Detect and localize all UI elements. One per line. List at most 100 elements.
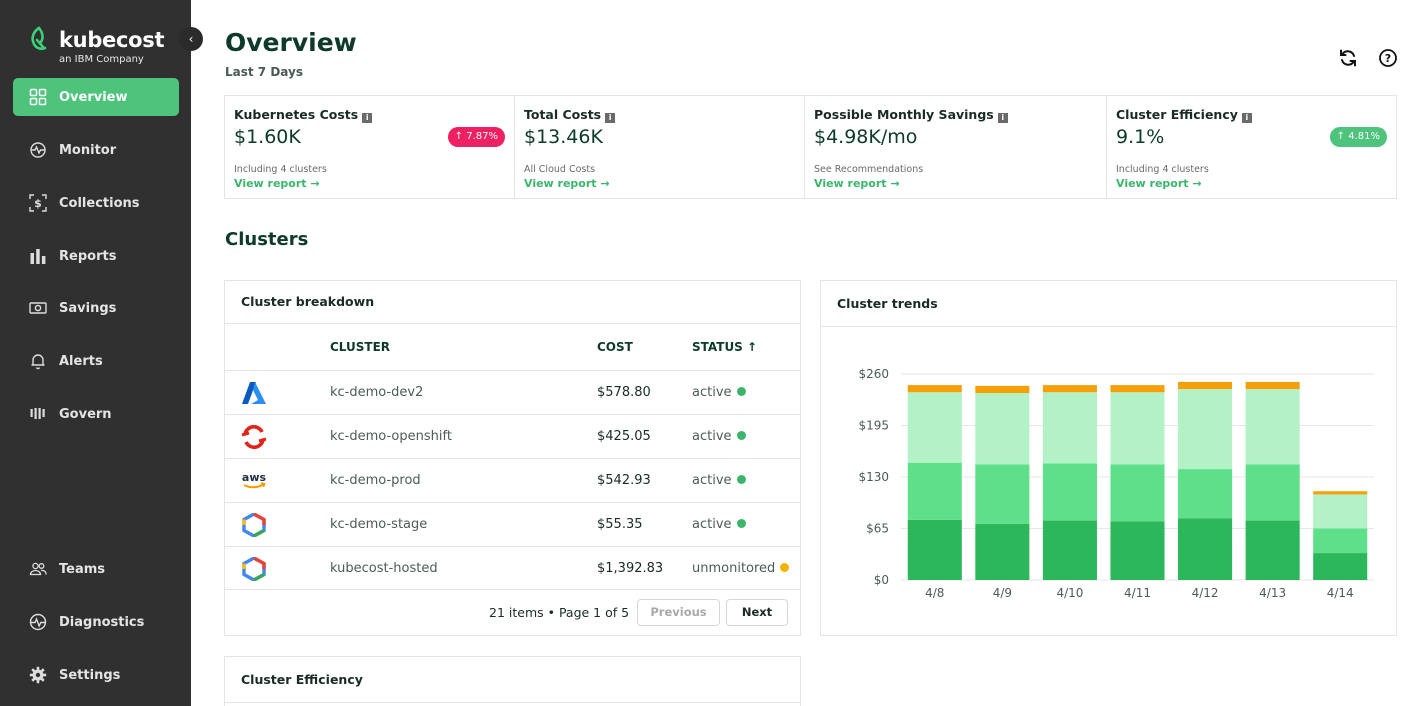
panel-title: Cluster breakdown [241,294,375,309]
status-dot [736,519,746,528]
nav-item-govern[interactable]: Govern [13,395,179,433]
cluster-name[interactable]: kubecost-hosted [330,561,438,576]
cluster-name[interactable]: kc-demo-stage [330,517,428,532]
date-range-label: Last 7 Days [225,65,303,79]
collapse-sidebar-button[interactable]: ‹ [179,27,203,51]
kpi-card-monthly-savings[interactable]: Possible Monthly Savings i $4.98K/mo See … [805,96,1107,198]
divider [225,323,800,324]
svg-text:$: $ [34,197,42,210]
kpi-card-cluster-efficiency[interactable]: Cluster Efficiency i 9.1% ↑ 4.81% Includi… [1107,96,1396,198]
bar-segment[interactable] [975,385,1030,394]
nav-item-overview[interactable]: Overview [13,78,179,116]
bar-segment[interactable] [1245,389,1300,465]
table-row[interactable]: kc-demo-stage $55.35 active [225,502,800,546]
bar-segment[interactable] [975,464,1030,524]
kpi-note: See Recommendations [814,164,924,175]
x-tick-label: 4/12 [1192,586,1219,600]
nav-label: Savings [59,300,117,316]
bar-segment[interactable] [975,393,1030,465]
table-row[interactable]: kubecost-hosted $1,392.83 unmonitored [225,546,800,590]
bar-segment[interactable] [907,385,962,393]
info-icon[interactable]: i [1241,113,1252,123]
bar-segment[interactable] [1178,389,1233,470]
monitor-icon [28,140,48,160]
kpi-note: Including 4 clusters [1116,164,1209,175]
bar-chart-icon [28,246,48,266]
panel-title: Cluster Efficiency [241,672,363,687]
help-icon[interactable]: ? [1378,48,1398,68]
bar-segment[interactable] [1110,392,1165,465]
bar-segment[interactable] [1042,385,1097,393]
status-dot [736,431,746,440]
y-tick-label: $130 [858,470,889,484]
bar-segment[interactable] [1313,528,1368,554]
column-header-cluster[interactable]: CLUSTER [330,340,391,354]
cluster-name[interactable]: kc-demo-dev2 [330,385,424,400]
bar-segment[interactable] [1110,464,1165,522]
bar-segment[interactable] [1313,491,1368,495]
nav-label: Teams [59,561,106,577]
nav-label: Diagnostics [59,614,145,630]
nav-label: Reports [59,248,117,264]
bar-segment[interactable] [1042,520,1097,580]
bar-segment[interactable] [975,523,1030,580]
kpi-card-kubernetes-costs[interactable]: Kubernetes Costs i $1.60K ↑ 7.87% Includi… [225,96,515,198]
info-icon[interactable]: i [997,113,1008,123]
nav-item-monitor[interactable]: Monitor [13,131,179,169]
nav-item-collections[interactable]: $ Collections [13,184,179,222]
table-row[interactable]: kc-demo-dev2 $578.80 active [225,370,800,414]
bar-segment[interactable] [1110,521,1165,580]
view-report-link[interactable]: View report → [1116,177,1202,190]
pagination-info: 21 items • Page 1 of 5 [489,605,630,620]
bar-segment[interactable] [1178,518,1233,580]
brand-tagline: an IBM Company [59,54,144,65]
bar-segment[interactable] [907,519,962,580]
view-report-link[interactable]: View report → [234,177,320,190]
collections-icon: $ [28,193,48,213]
info-icon[interactable]: i [605,113,616,123]
status-badge: active [692,429,746,444]
nav-label: Monitor [59,142,117,158]
bar-segment[interactable] [1042,392,1097,464]
nav-item-alerts[interactable]: Alerts [13,342,179,380]
nav-item-teams[interactable]: Teams [13,550,179,588]
bar-segment[interactable] [1110,385,1165,393]
bar-segment[interactable] [1245,520,1300,580]
panel-title: Cluster trends [837,296,938,311]
bar-segment[interactable] [1178,381,1233,390]
cluster-name[interactable]: kc-demo-prod [330,473,421,488]
column-header-cost[interactable]: COST [597,340,633,354]
table-row[interactable]: kc-demo-openshift $425.05 active [225,414,800,458]
status-badge: active [692,517,746,532]
table-row[interactable]: aws kc-demo-prod $542.93 active [225,458,800,502]
gcp-icon [242,513,266,537]
next-page-button[interactable]: Next [726,599,788,626]
bar-segment[interactable] [907,392,962,463]
sidebar: kubecost an IBM Company ‹ Overview Monit… [0,0,203,706]
bar-segment[interactable] [1245,464,1300,521]
view-report-link[interactable]: View report → [524,177,610,190]
bar-segment[interactable] [1313,494,1368,529]
bar-segment[interactable] [907,462,962,520]
bar-segment[interactable] [1178,469,1233,519]
view-report-link[interactable]: View report → [814,177,900,190]
azure-icon [242,382,266,404]
refresh-icon[interactable] [1338,48,1358,68]
nav-item-settings[interactable]: Settings [13,656,179,694]
bar-segment[interactable] [1042,463,1097,521]
grid-icon [28,87,48,107]
svg-text:aws: aws [242,471,267,484]
previous-page-button[interactable]: Previous [637,599,720,626]
cluster-name[interactable]: kc-demo-openshift [330,429,452,444]
bar-segment[interactable] [1313,553,1368,580]
bar-segment[interactable] [1245,381,1300,390]
cluster-cost: $578.80 [597,385,651,400]
nav-item-diagnostics[interactable]: Diagnostics [13,603,179,641]
kpi-card-total-costs[interactable]: Total Costs i $13.46K All Cloud Costs Vie… [515,96,805,198]
info-icon[interactable]: i [362,113,373,123]
nav-item-savings[interactable]: Savings [13,289,179,327]
column-header-status[interactable]: STATUS ↑ [692,340,758,354]
nav-item-reports[interactable]: Reports [13,237,179,275]
trend-badge: ↑ 7.87% [447,127,505,147]
x-tick-label: 4/11 [1124,586,1151,600]
